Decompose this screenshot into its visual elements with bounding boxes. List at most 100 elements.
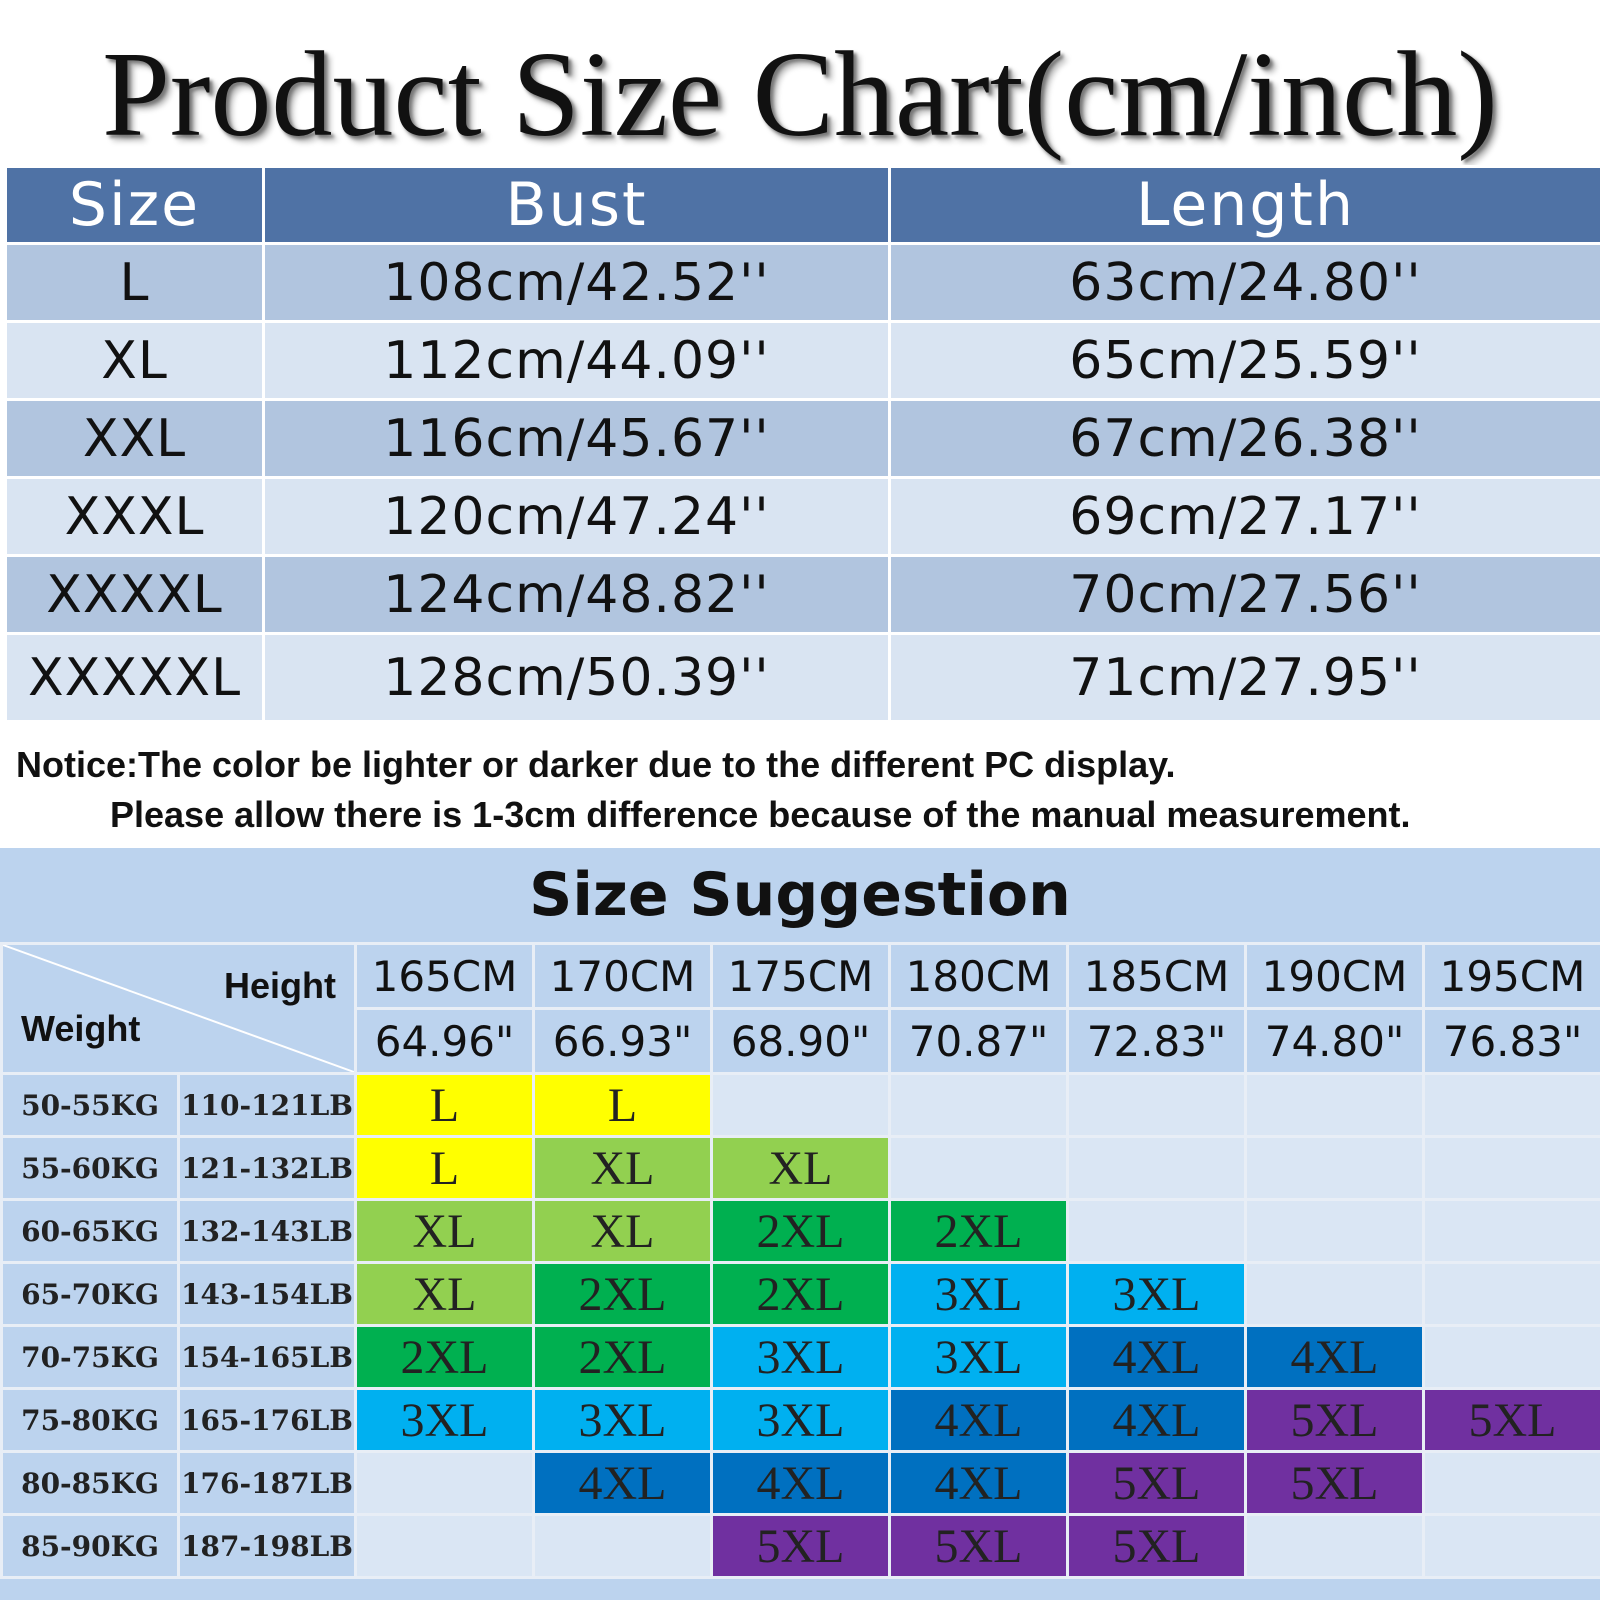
size-suggestion-panel: Size Suggestion Height Weight 165CM 170CM… [0, 848, 1600, 1600]
empty-cell [1244, 1072, 1425, 1138]
header-bust: Bust [262, 165, 891, 245]
weight-label: Weight [21, 1008, 141, 1049]
page-title: Product Size Chart(cm/inch) [102, 27, 1498, 162]
diagonal-divider [4, 946, 353, 1071]
size-suggestion-cell: 2XL [532, 1261, 713, 1327]
weight-lb-cell: 132-143LB [177, 1198, 357, 1264]
weight-lb-cell: 187-198LB [177, 1513, 357, 1579]
empty-cell [1066, 1072, 1247, 1138]
size-cell: XXL [4, 398, 265, 479]
height-inch-cell: 68.90" [710, 1007, 891, 1075]
bust-cell: 116cm/45.67'' [262, 398, 891, 479]
height-inch-cell: 74.80" [1244, 1007, 1425, 1075]
table-row: L 108cm/42.52'' 63cm/24.80'' [4, 242, 1600, 323]
height-cm-row: Height Weight 165CM 170CM 175CM 180CM 185CM 1… [0, 942, 1600, 1075]
size-suggestion-cell: 2XL [354, 1324, 535, 1390]
table-row: 70-75KG 154-165LB 2XL 2XL 3XL 3XL 4XL 4XL [0, 1324, 1600, 1390]
size-suggestion-cell: 4XL [1244, 1324, 1425, 1390]
height-cm-cell: 175CM [710, 942, 891, 1010]
size-suggestion-cell: 3XL [532, 1387, 713, 1453]
height-cm-cell: 195CM [1422, 942, 1600, 1010]
size-suggestion-cell: XL [710, 1135, 891, 1201]
table-row: XXL 116cm/45.67'' 67cm/26.38'' [4, 398, 1600, 479]
empty-cell [1422, 1450, 1600, 1516]
table-row: 75-80KG 165-176LB 3XL 3XL 3XL 4XL 4XL 5XL 5XL [0, 1387, 1600, 1453]
notice-line-2: Please allow there is 1-3cm difference b… [110, 794, 1411, 835]
height-cm-cell: 190CM [1244, 942, 1425, 1010]
size-suggestion-cell: 3XL [888, 1261, 1069, 1327]
size-suggestion-cell: 3XL [710, 1324, 891, 1390]
size-suggestion-cell: 5XL [1066, 1513, 1247, 1579]
empty-cell [1422, 1324, 1600, 1390]
weight-kg-cell: 60-65KG [0, 1198, 180, 1264]
bust-cell: 124cm/48.82'' [262, 554, 891, 635]
size-suggestion-cell: 5XL [710, 1513, 891, 1579]
length-cell: 70cm/27.56'' [888, 554, 1600, 635]
empty-cell [888, 1072, 1069, 1138]
weight-kg-cell: 50-55KG [0, 1072, 180, 1138]
empty-cell [1422, 1198, 1600, 1264]
size-suggestion-cell: 3XL [710, 1387, 891, 1453]
size-suggestion-cell: 5XL [1244, 1387, 1425, 1453]
size-suggestion-cell: L [532, 1072, 713, 1138]
weight-kg-cell: 65-70KG [0, 1261, 180, 1327]
size-cell: XXXL [4, 476, 265, 557]
table-row: XXXL 120cm/47.24'' 69cm/27.17'' [4, 476, 1600, 557]
size-cell: XL [4, 320, 265, 401]
weight-kg-cell: 70-75KG [0, 1324, 180, 1390]
height-inch-cell: 70.87" [888, 1007, 1069, 1075]
weight-kg-cell: 75-80KG [0, 1387, 180, 1453]
size-suggestion-cell: XL [532, 1198, 713, 1264]
empty-cell [354, 1513, 535, 1579]
size-suggestion-cell: L [354, 1135, 535, 1201]
size-suggestion-cell: 3XL [354, 1387, 535, 1453]
weight-kg-cell: 85-90KG [0, 1513, 180, 1579]
size-suggestion-title: Size Suggestion [529, 860, 1071, 930]
bust-cell: 112cm/44.09'' [262, 320, 891, 401]
notice-line-1: Notice:The color be lighter or darker du… [16, 744, 1176, 785]
empty-cell [1244, 1261, 1425, 1327]
size-suggestion-cell: XL [354, 1198, 535, 1264]
height-inch-cell: 76.83" [1422, 1007, 1600, 1075]
bust-cell: 108cm/42.52'' [262, 242, 891, 323]
height-cm-cell: 180CM [888, 942, 1069, 1010]
weight-lb-cell: 176-187LB [177, 1450, 357, 1516]
empty-cell [532, 1513, 713, 1579]
empty-cell [1422, 1135, 1600, 1201]
size-suggestion-cell: 5XL [1066, 1450, 1247, 1516]
table-row: XL 112cm/44.09'' 65cm/25.59'' [4, 320, 1600, 401]
length-cell: 71cm/27.95'' [888, 632, 1600, 723]
weight-lb-cell: 121-132LB [177, 1135, 357, 1201]
weight-lb-cell: 110-121LB [177, 1072, 357, 1138]
size-suggestion-cell: 4XL [710, 1450, 891, 1516]
size-suggestion-cell: 5XL [888, 1513, 1069, 1579]
size-suggestion-cell: 2XL [532, 1324, 713, 1390]
length-cell: 65cm/25.59'' [888, 320, 1600, 401]
empty-cell [1066, 1198, 1247, 1264]
size-suggestion-cell: 5XL [1244, 1450, 1425, 1516]
size-suggestion-grid: Height Weight 165CM 170CM 175CM 180CM 185CM 1… [0, 942, 1600, 1579]
size-cell: L [4, 242, 265, 323]
weight-kg-cell: 80-85KG [0, 1450, 180, 1516]
height-label: Height [224, 965, 336, 1006]
empty-cell [1244, 1135, 1425, 1201]
size-suggestion-cell: 2XL [888, 1198, 1069, 1264]
height-inch-cell: 64.96" [354, 1007, 535, 1075]
length-cell: 67cm/26.38'' [888, 398, 1600, 479]
table-row: 80-85KG 176-187LB 4XL 4XL 4XL 5XL 5XL [0, 1450, 1600, 1516]
empty-cell [1422, 1072, 1600, 1138]
empty-cell [1244, 1198, 1425, 1264]
size-suggestion-cell: 4XL [888, 1387, 1069, 1453]
table-row: 65-70KG 143-154LB XL 2XL 2XL 3XL 3XL [0, 1261, 1600, 1327]
length-cell: 69cm/27.17'' [888, 476, 1600, 557]
height-cm-cell: 170CM [532, 942, 713, 1010]
height-inch-cell: 66.93" [532, 1007, 713, 1075]
height-cm-cell: 165CM [354, 942, 535, 1010]
size-suggestion-cell: 2XL [710, 1261, 891, 1327]
size-suggestion-cell: XL [354, 1261, 535, 1327]
header-size: Size [4, 165, 265, 245]
empty-cell [710, 1072, 891, 1138]
bust-cell: 120cm/47.24'' [262, 476, 891, 557]
height-cm-cell: 185CM [1066, 942, 1247, 1010]
corner-header: Height Weight [0, 942, 357, 1075]
